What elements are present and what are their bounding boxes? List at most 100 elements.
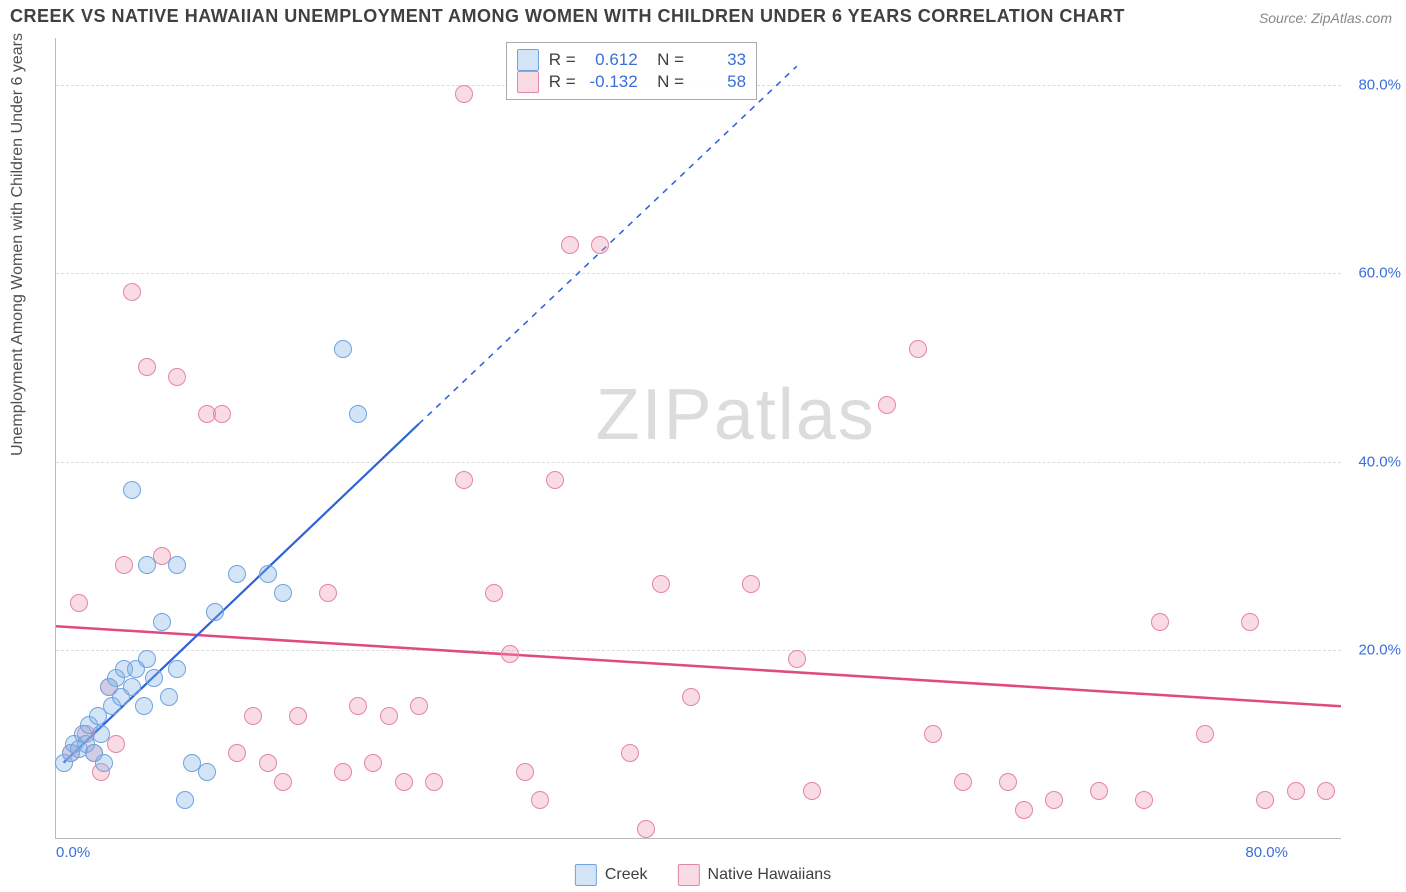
data-point-creek	[198, 763, 216, 781]
stats-n-value: 33	[694, 50, 746, 70]
grid-line	[56, 650, 1341, 651]
data-point-hawaiian	[319, 584, 337, 602]
data-point-hawaiian	[546, 471, 564, 489]
data-point-hawaiian	[1045, 791, 1063, 809]
data-point-hawaiian	[107, 735, 125, 753]
data-point-creek	[274, 584, 292, 602]
data-point-hawaiian	[274, 773, 292, 791]
y-axis-label: Unemployment Among Women with Children U…	[9, 436, 27, 456]
x-tick-label-min: 0.0%	[56, 844, 90, 861]
swatch-hawaiian	[517, 71, 539, 93]
data-point-hawaiian	[501, 645, 519, 663]
correlation-stats-box: R = 0.612 N = 33R = -0.132 N = 58	[506, 42, 757, 100]
data-point-creek	[259, 565, 277, 583]
data-point-hawaiian	[1135, 791, 1153, 809]
legend-label-creek: Creek	[605, 866, 648, 883]
data-point-hawaiian	[244, 707, 262, 725]
data-point-hawaiian	[168, 368, 186, 386]
data-point-creek	[228, 565, 246, 583]
data-point-hawaiian	[1287, 782, 1305, 800]
watermark: ZIPatlas	[596, 374, 876, 456]
data-point-hawaiian	[561, 236, 579, 254]
data-point-hawaiian	[380, 707, 398, 725]
data-point-hawaiian	[364, 754, 382, 772]
data-point-hawaiian	[516, 763, 534, 781]
data-point-hawaiian	[878, 396, 896, 414]
data-point-hawaiian	[1151, 613, 1169, 631]
data-point-hawaiian	[213, 405, 231, 423]
data-point-hawaiian	[115, 556, 133, 574]
data-point-hawaiian	[682, 688, 700, 706]
data-point-hawaiian	[742, 575, 760, 593]
data-point-creek	[176, 791, 194, 809]
swatch-creek	[517, 49, 539, 71]
data-point-hawaiian	[1090, 782, 1108, 800]
legend-item-hawaiian: Native Hawaiians	[678, 864, 832, 886]
data-point-creek	[138, 650, 156, 668]
data-point-hawaiian	[455, 471, 473, 489]
data-point-hawaiian	[259, 754, 277, 772]
chart-title: CREEK VS NATIVE HAWAIIAN UNEMPLOYMENT AM…	[10, 6, 1125, 27]
data-point-hawaiian	[334, 763, 352, 781]
stats-r-label: R =	[549, 72, 576, 92]
data-point-creek	[334, 340, 352, 358]
data-point-hawaiian	[455, 85, 473, 103]
data-point-hawaiian	[909, 340, 927, 358]
stats-r-value: 0.612	[586, 50, 638, 70]
stats-n-label: N =	[648, 72, 684, 92]
y-tick-label: 40.0%	[1346, 453, 1401, 470]
stats-n-value: 58	[694, 72, 746, 92]
data-point-hawaiian	[954, 773, 972, 791]
data-point-hawaiian	[1196, 725, 1214, 743]
data-point-hawaiian	[924, 725, 942, 743]
data-point-hawaiian	[1256, 791, 1274, 809]
source-attribution: Source: ZipAtlas.com	[1259, 10, 1392, 26]
data-point-hawaiian	[349, 697, 367, 715]
stats-n-label: N =	[648, 50, 684, 70]
data-point-hawaiian	[652, 575, 670, 593]
data-point-hawaiian	[70, 594, 88, 612]
data-point-hawaiian	[637, 820, 655, 838]
data-point-creek	[206, 603, 224, 621]
data-point-creek	[349, 405, 367, 423]
data-point-creek	[92, 725, 110, 743]
data-point-hawaiian	[999, 773, 1017, 791]
stats-r-value: -0.132	[586, 72, 638, 92]
data-point-hawaiian	[425, 773, 443, 791]
legend-label-hawaiian: Native Hawaiians	[708, 866, 832, 883]
data-point-hawaiian	[1015, 801, 1033, 819]
y-tick-label: 60.0%	[1346, 265, 1401, 282]
grid-line	[56, 462, 1341, 463]
data-point-creek	[135, 697, 153, 715]
data-point-hawaiian	[138, 358, 156, 376]
data-point-creek	[138, 556, 156, 574]
y-tick-label: 80.0%	[1346, 77, 1401, 94]
grid-line	[56, 273, 1341, 274]
data-point-creek	[145, 669, 163, 687]
legend-swatch-creek	[575, 864, 597, 886]
data-point-hawaiian	[228, 744, 246, 762]
legend-item-creek: Creek	[575, 864, 648, 886]
data-point-hawaiian	[621, 744, 639, 762]
data-point-creek	[160, 688, 178, 706]
y-tick-label: 20.0%	[1346, 641, 1401, 658]
x-tick-label-max: 80.0%	[1245, 844, 1288, 861]
data-point-hawaiian	[803, 782, 821, 800]
data-point-hawaiian	[1241, 613, 1259, 631]
data-point-creek	[168, 556, 186, 574]
legend-swatch-hawaiian	[678, 864, 700, 886]
data-point-hawaiian	[410, 697, 428, 715]
data-point-creek	[153, 613, 171, 631]
data-point-hawaiian	[1317, 782, 1335, 800]
data-point-hawaiian	[531, 791, 549, 809]
data-point-creek	[123, 678, 141, 696]
stats-row-hawaiian: R = -0.132 N = 58	[517, 71, 746, 93]
data-point-creek	[168, 660, 186, 678]
data-point-hawaiian	[788, 650, 806, 668]
data-point-hawaiian	[591, 236, 609, 254]
data-point-hawaiian	[123, 283, 141, 301]
data-point-creek	[95, 754, 113, 772]
scatter-plot-area: 20.0%40.0%60.0%80.0%0.0%80.0%ZIPatlasR =…	[55, 38, 1341, 839]
data-point-hawaiian	[485, 584, 503, 602]
legend: Creek Native Hawaiians	[575, 864, 831, 886]
